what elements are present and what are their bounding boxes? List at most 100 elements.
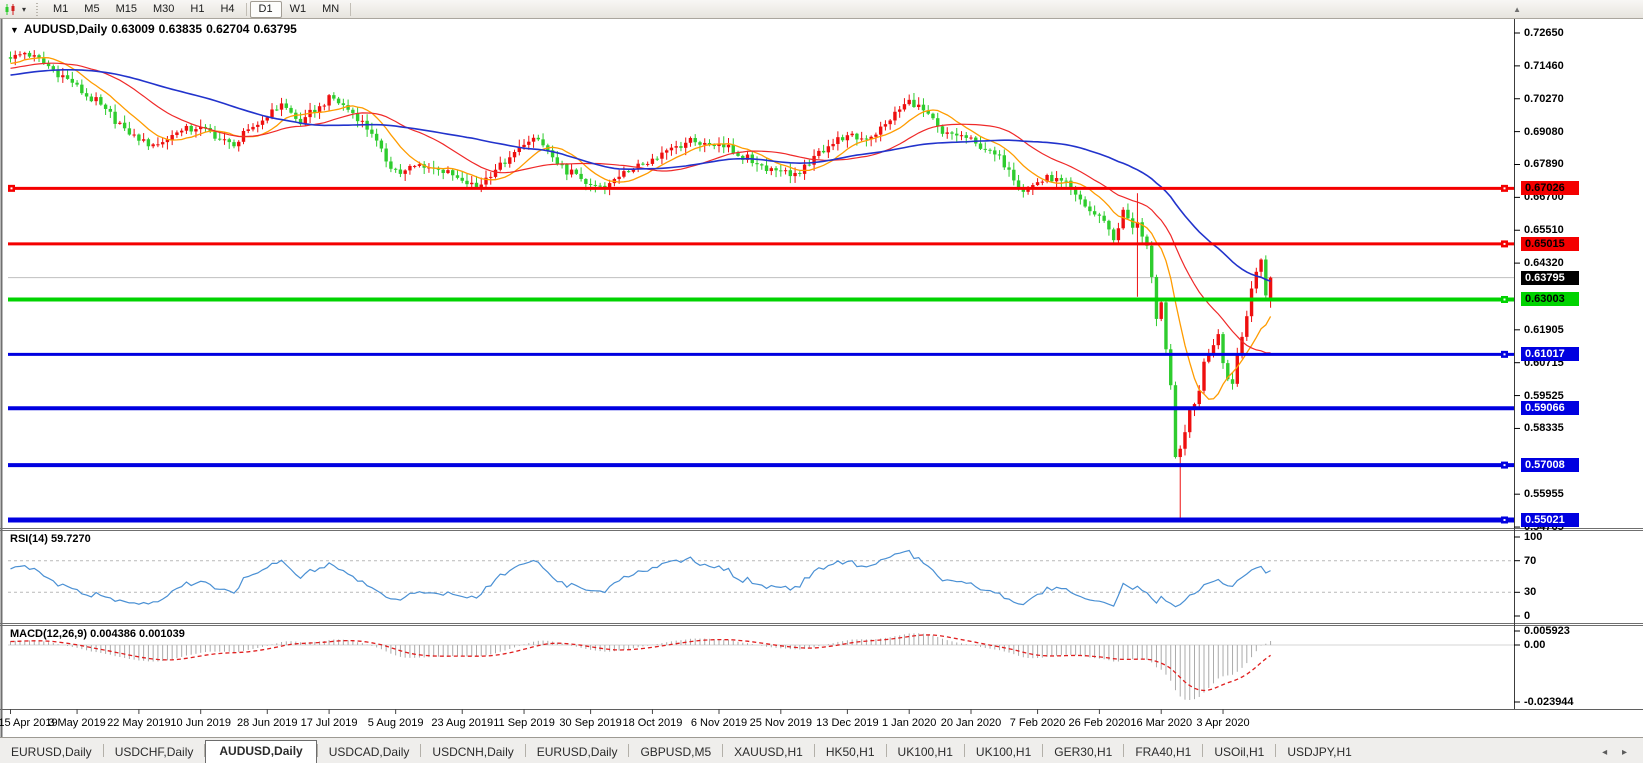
date-axis-label: 7 Feb 2020 — [1009, 717, 1066, 729]
hline-handle-dot — [1503, 298, 1506, 301]
ohlc-open: 0.63009 — [111, 22, 155, 36]
chart-type-button[interactable]: ▾ — [0, 3, 30, 16]
hline-handle-dot — [1503, 518, 1506, 521]
tab-separator — [102, 744, 104, 757]
date-axis-label: 13 Dec 2019 — [816, 717, 879, 729]
date-axis-label: 22 May 2019 — [107, 717, 171, 729]
tab-uk100-h1[interactable]: UK100,H1 — [975, 745, 1032, 759]
price-axis-label: 0.67890 — [1524, 158, 1564, 171]
tab-separator — [813, 744, 815, 757]
toolbar-separator — [245, 2, 247, 16]
hline-price-tag: 0.63003 — [1521, 292, 1579, 307]
price-axis-label: 0.61905 — [1524, 323, 1564, 336]
rsi-indicator-label: RSI(14) 59.7270 — [10, 533, 91, 545]
date-axis-label: 26 Feb 2020 — [1068, 717, 1131, 729]
date-axis-label: 23 Aug 2019 — [431, 717, 494, 729]
ma-slow-line — [10, 68, 1271, 283]
scroll-up-icon[interactable]: ▲ — [1513, 4, 1521, 14]
chart-window: ▼ AUDUSD,Daily 0.63009 0.63835 0.62704 0.6379… — [0, 19, 1643, 737]
chart-title: ▼ AUDUSD,Daily 0.63009 0.63835 0.62704 0.6379… — [10, 22, 301, 36]
price-axis-label: 0.70270 — [1524, 92, 1564, 105]
timeframe-toolbar: ▾ M1 M5 M15 M30 H1 H4 D1 W1 MN ▲ — [0, 0, 1643, 19]
tab-separator — [1202, 744, 1204, 757]
tab-eurusd-daily[interactable]: EURUSD,Daily — [536, 745, 618, 759]
hline-price-tag: 0.65015 — [1521, 236, 1579, 251]
date-axis-label: 18 Oct 2019 — [622, 717, 683, 729]
tab-eurusd-daily[interactable]: EURUSD,Daily — [11, 745, 92, 759]
date-axis-label: 16 Mar 2020 — [1130, 717, 1193, 729]
tab-fra40-h1[interactable]: FRA40,H1 — [1135, 745, 1192, 759]
candles-layer — [8, 50, 1273, 519]
hline-handle-dot — [1503, 187, 1506, 190]
timeframe-button-m15[interactable]: M15 — [115, 2, 137, 15]
tab-hk50-h1[interactable]: HK50,H1 — [825, 745, 875, 759]
date-axis-label: 5 Aug 2019 — [367, 717, 424, 729]
candlestick-chart-icon — [5, 3, 15, 15]
macd-axis-label: 0.00 — [1524, 639, 1546, 651]
hline-handle-dot — [1503, 353, 1506, 356]
hline-price-tag: 0.67026 — [1521, 181, 1579, 196]
timeframe-button-mn[interactable]: MN — [322, 2, 340, 15]
tab-audusd-daily[interactable]: AUDUSD,Daily — [205, 740, 317, 763]
ohlc-high: 0.63835 — [158, 22, 203, 36]
timeframe-button-d1[interactable]: D1 — [249, 0, 282, 18]
tab-separator — [963, 744, 965, 757]
hline-price-tag: 0.57008 — [1521, 458, 1579, 473]
tab-separator — [420, 744, 422, 757]
chart-canvas[interactable] — [0, 19, 1643, 737]
tab-separator — [1275, 744, 1277, 757]
tab-xauusd-h1[interactable]: XAUUSD,H1 — [734, 745, 803, 759]
toolbar-grip[interactable] — [35, 2, 41, 16]
macd-axis-label: 0.005923 — [1524, 625, 1570, 637]
date-axis-label: 10 Jun 2019 — [170, 717, 231, 729]
current-price-tag: 0.63795 — [1521, 270, 1579, 285]
symbol-dropdown-icon[interactable]: ▼ — [10, 25, 19, 35]
tab-usdcad-daily[interactable]: USDCAD,Daily — [328, 745, 410, 759]
date-axis-label: 6 Nov 2019 — [690, 717, 748, 729]
macd-signal-line — [10, 634, 1271, 692]
tab-usoil-h1[interactable]: USOil,H1 — [1214, 745, 1265, 759]
timeframe-button-m1[interactable]: M1 — [53, 2, 69, 15]
macd-axis-label: -0.023944 — [1524, 696, 1574, 708]
tab-separator — [885, 744, 887, 757]
dropdown-caret-icon: ▾ — [22, 4, 27, 14]
date-axis-label: 30 Sep 2019 — [559, 717, 622, 729]
rsi-axis-label: 30 — [1524, 586, 1537, 599]
tab-separator — [316, 744, 318, 757]
tab-separator — [628, 744, 630, 757]
tab-uk100-h1[interactable]: UK100,H1 — [897, 745, 953, 759]
price-axis-label: 0.55955 — [1524, 488, 1564, 501]
rsi-line — [10, 549, 1271, 608]
tab-separator — [1042, 744, 1044, 757]
hline-price-tag: 0.55021 — [1521, 512, 1579, 527]
ma-medium-line — [10, 62, 1271, 354]
timeframe-button-w1[interactable]: W1 — [289, 2, 307, 15]
macd-histogram — [10, 633, 1272, 700]
price-axis-label: 0.69080 — [1524, 125, 1564, 138]
tab-gbpusd-m5[interactable]: GBPUSD,M5 — [640, 745, 712, 759]
ohlc-close: 0.63795 — [253, 22, 297, 36]
price-axis-label: 0.59525 — [1524, 389, 1564, 402]
date-axis-label: 3 Apr 2020 — [1196, 717, 1250, 729]
tab-scroll-arrows[interactable]: ◂ ▸ — [1602, 747, 1633, 758]
hline-price-tag: 0.61017 — [1521, 347, 1579, 362]
tab-usdcnh-daily[interactable]: USDCNH,Daily — [432, 745, 514, 759]
timeframe-buttons: M1 M5 M15 M30 H1 H4 D1 W1 MN — [45, 0, 354, 18]
timeframe-button-h4[interactable]: H4 — [220, 2, 235, 15]
hline-handle-dot — [10, 187, 13, 190]
tab-ger30-h1[interactable]: GER30,H1 — [1054, 745, 1113, 759]
toolbar-separator — [350, 2, 352, 16]
rsi-axis-label: 0 — [1524, 610, 1531, 622]
rsi-axis-label: 70 — [1524, 554, 1537, 567]
date-axis-label: 11 Sep 2019 — [493, 717, 555, 729]
tab-usdjpy-h1[interactable]: USDJPY,H1 — [1287, 745, 1352, 759]
rsi-axis-label: 100 — [1524, 531, 1543, 543]
symbol-period-label: AUDUSD,Daily — [23, 22, 108, 36]
tab-separator — [722, 744, 724, 757]
timeframe-button-h1[interactable]: H1 — [190, 2, 205, 15]
timeframe-button-m5[interactable]: M5 — [84, 2, 100, 15]
tab-usdchf-daily[interactable]: USDCHF,Daily — [114, 745, 194, 759]
date-axis-label: 25 Nov 2019 — [749, 717, 812, 729]
timeframe-button-m30[interactable]: M30 — [152, 2, 175, 15]
